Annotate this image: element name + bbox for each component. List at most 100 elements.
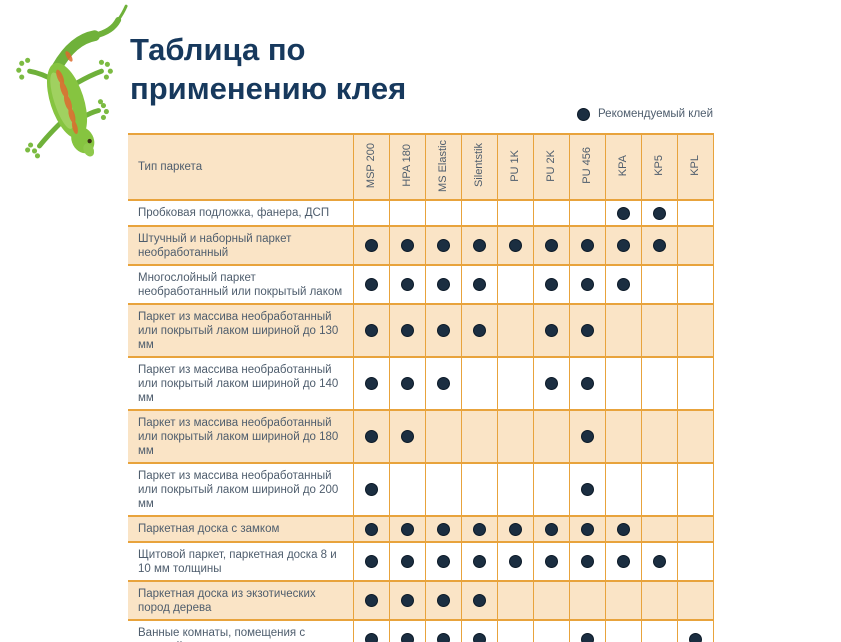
empty-cell [496, 409, 534, 464]
recommended-cell [532, 303, 570, 358]
empty-cell [424, 199, 462, 227]
recommended-cell [424, 580, 462, 621]
dot-icon [436, 633, 450, 642]
empty-cell [640, 409, 678, 464]
dot-icon [436, 555, 450, 568]
empty-cell [352, 199, 390, 227]
column-header-label: HPA 180 [401, 144, 413, 187]
dot-icon [472, 555, 486, 568]
column-header-kp5: KP5 [640, 133, 678, 201]
recommended-cell [352, 303, 390, 358]
dot-icon [400, 633, 414, 642]
recommended-cell [532, 225, 570, 266]
recommended-cell [352, 356, 390, 411]
recommended-cell [640, 225, 678, 266]
empty-cell [640, 264, 678, 305]
recommended-cell [640, 541, 678, 582]
dot-icon [544, 324, 558, 337]
recommended-cell [496, 541, 534, 582]
column-header-label: KPA [617, 154, 629, 177]
recommended-cell [640, 199, 678, 227]
empty-cell [460, 462, 498, 517]
recommended-cell [568, 264, 606, 305]
dot-icon [580, 522, 594, 536]
dot-icon [616, 522, 630, 536]
recommended-cell [532, 515, 570, 543]
empty-cell [676, 356, 714, 411]
column-header-hpa-180: HPA 180 [388, 133, 426, 201]
row-label: Паркетная доска с замком [128, 515, 353, 543]
column-header-msp-200: MSP 200 [352, 133, 390, 201]
dot-icon [580, 377, 594, 390]
column-header-label: Silentstik [473, 143, 485, 188]
recommended-cell [352, 409, 390, 464]
recommended-cell [568, 409, 606, 464]
recommended-cell [460, 541, 498, 582]
row-label: Многослойный паркет необработанный или п… [128, 264, 353, 305]
column-header-label: MSP 200 [365, 142, 377, 189]
row-label: Паркетная доска из экзотических пород де… [128, 580, 353, 621]
dot-icon [436, 522, 450, 536]
recommended-cell [532, 541, 570, 582]
dot-icon [436, 594, 450, 607]
recommended-cell [352, 225, 390, 266]
dot-icon [400, 594, 414, 607]
legend: Рекомендуемый клей [577, 104, 713, 124]
empty-cell [460, 199, 498, 227]
dot-icon [508, 522, 522, 536]
dot-icon [580, 633, 594, 642]
table-row: Паркетная доска из экзотических пород де… [128, 580, 714, 621]
parquet-type-header: Тип паркета [128, 133, 353, 201]
empty-cell [676, 462, 714, 517]
dot-icon [472, 278, 486, 291]
row-label: Паркет из массива необработанный или пок… [128, 409, 353, 464]
column-header-label: PU 1K [509, 149, 521, 182]
recommended-cell [568, 515, 606, 543]
column-header-label: PU 2K [545, 149, 557, 182]
empty-cell [532, 619, 570, 642]
recommended-cell [424, 541, 462, 582]
recommended-cell [424, 303, 462, 358]
gecko-stripes [56, 51, 78, 134]
empty-cell [388, 462, 426, 517]
recommended-cell [460, 225, 498, 266]
dot-icon [400, 324, 414, 337]
recommended-cell [496, 515, 534, 543]
gecko-toes [16, 57, 113, 159]
empty-cell [604, 462, 642, 517]
dot-icon [616, 206, 630, 220]
recommended-cell [460, 580, 498, 621]
gecko-image [16, 4, 128, 159]
empty-cell [604, 356, 642, 411]
dot-icon [364, 483, 378, 496]
dot-icon [472, 633, 486, 642]
dot-icon [652, 206, 666, 220]
column-header-silentstik: Silentstik [460, 133, 498, 201]
dot-icon [400, 377, 414, 390]
recommended-cell [604, 199, 642, 227]
recommended-cell [532, 264, 570, 305]
dot-icon [436, 377, 450, 390]
dot-icon [400, 522, 414, 536]
empty-cell [496, 356, 534, 411]
dot-icon [688, 633, 702, 642]
recommended-glue-dot-icon [577, 107, 591, 121]
recommended-cell [424, 515, 462, 543]
dot-icon [436, 324, 450, 337]
recommended-cell [388, 541, 426, 582]
dot-icon [616, 239, 630, 252]
empty-cell [676, 264, 714, 305]
empty-cell [568, 199, 606, 227]
empty-cell [424, 462, 462, 517]
empty-cell [532, 199, 570, 227]
dot-icon [364, 430, 378, 443]
table-row: Ванные комнаты, помещения с высокой влаж… [128, 619, 714, 642]
dot-icon [472, 522, 486, 536]
empty-cell [604, 303, 642, 358]
empty-cell [676, 303, 714, 358]
recommended-cell [388, 619, 426, 642]
recommended-cell [352, 619, 390, 642]
empty-cell [388, 199, 426, 227]
recommended-cell [604, 515, 642, 543]
